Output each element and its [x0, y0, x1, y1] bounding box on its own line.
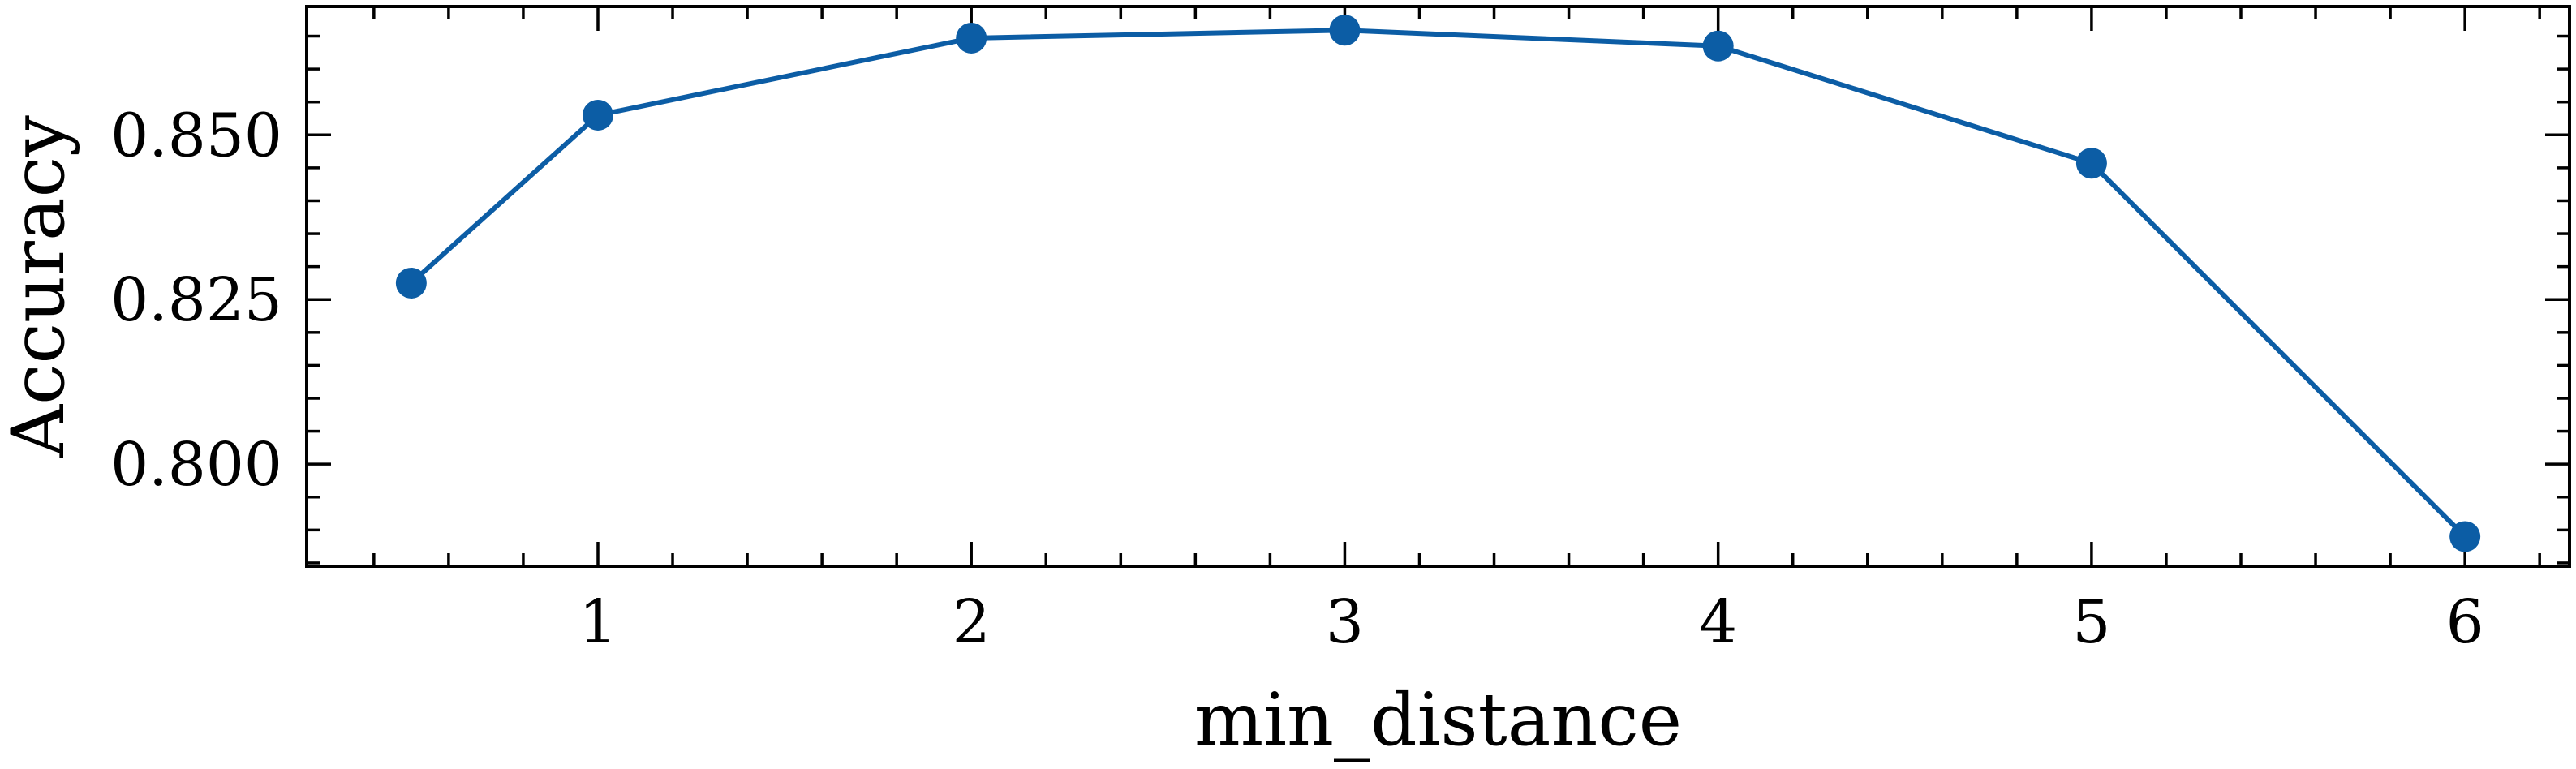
- data-point: [582, 99, 613, 131]
- plot-frame: [305, 5, 2571, 568]
- x-tick-label: 4: [1699, 587, 1737, 657]
- x-tick-label: 2: [953, 587, 991, 657]
- x-tick-label: 3: [1326, 587, 1364, 657]
- series-line: [409, 28, 2467, 539]
- data-point: [1702, 30, 1734, 62]
- y-tick-label: 0.825: [110, 265, 282, 335]
- data-point: [2449, 521, 2481, 552]
- y-tick-label: 0.850: [110, 101, 282, 170]
- data-series: [395, 15, 2481, 552]
- y-axis-title: Accuracy: [0, 115, 81, 458]
- x-tick-label: 1: [578, 587, 617, 657]
- x-tick-label: 6: [2446, 587, 2484, 657]
- tick-labels: 1 2 3 4 5 6 0.800 0.825 0.850: [110, 101, 2484, 657]
- data-point: [956, 22, 987, 54]
- axis-ticks: [307, 6, 2570, 566]
- x-axis-title: min_distance: [1194, 677, 1682, 763]
- data-point: [1329, 15, 1361, 46]
- y-tick-label: 0.800: [110, 430, 282, 500]
- data-point: [2075, 148, 2107, 179]
- data-point: [395, 267, 427, 299]
- x-tick-label: 5: [2072, 587, 2110, 657]
